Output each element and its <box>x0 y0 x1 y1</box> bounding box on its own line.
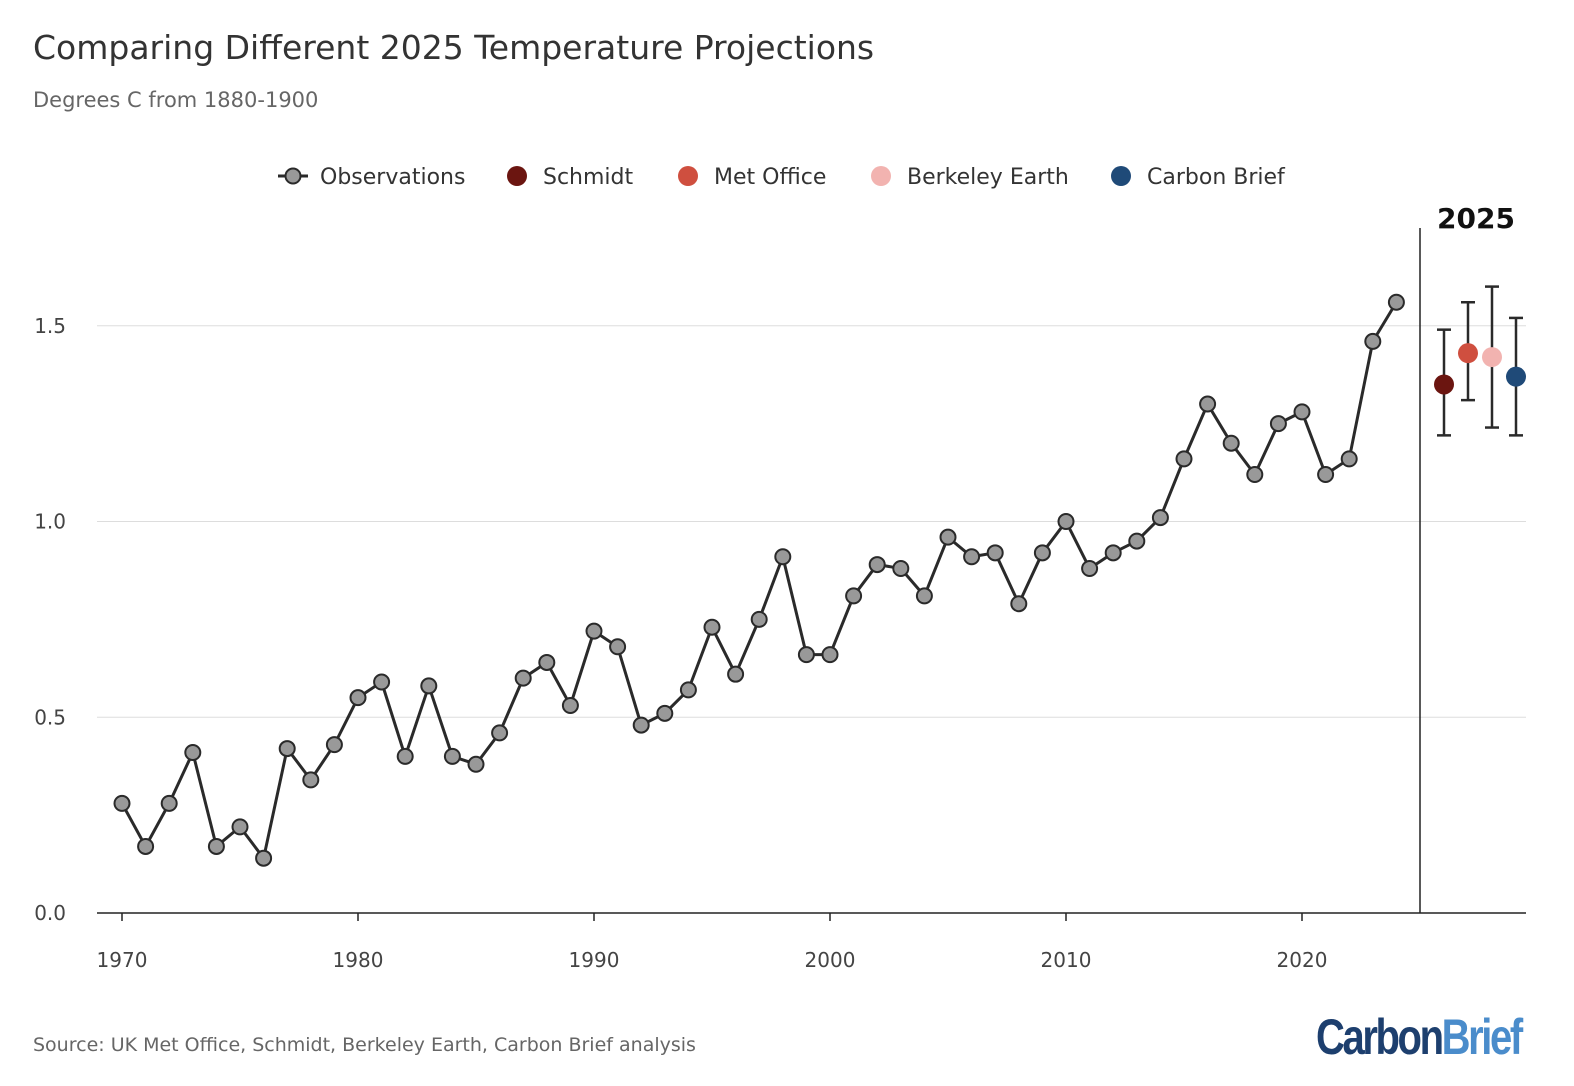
observation-point <box>1104 544 1122 562</box>
observation-point <box>467 755 485 773</box>
legend-met-office-label: Met Office <box>714 165 826 190</box>
observation-point <box>892 559 910 577</box>
observation-point <box>349 689 367 707</box>
observation-point <box>1246 466 1264 484</box>
observation-point <box>302 771 320 789</box>
observation-point <box>986 544 1004 562</box>
x-tick-label: 1990 <box>569 948 620 972</box>
legend-observations-marker <box>284 167 302 185</box>
observation-point <box>845 587 863 605</box>
observation-point <box>420 677 438 695</box>
observation-point <box>325 736 343 754</box>
legend-berkeley-earth-label: Berkeley Earth <box>907 165 1069 190</box>
observation-point <box>609 638 627 656</box>
legend-met-office-marker <box>678 166 698 186</box>
observation-point <box>1175 450 1193 468</box>
observation-point <box>1317 466 1335 484</box>
x-tick-label: 2010 <box>1041 948 1092 972</box>
observation-point <box>1364 332 1382 350</box>
observation-point <box>1081 559 1099 577</box>
x-tick-label: 1970 <box>97 948 148 972</box>
observation-point <box>231 818 249 836</box>
observation-point <box>750 610 768 628</box>
berkeley-earth-projection-point <box>1482 347 1502 368</box>
observation-point <box>561 697 579 715</box>
observation-point <box>1033 544 1051 562</box>
observation-point <box>1128 532 1146 550</box>
observation-point <box>774 548 792 566</box>
y-tick-label: 1.5 <box>34 314 66 338</box>
chart-title: Comparing Different 2025 Temperature Pro… <box>33 28 875 67</box>
observation-point <box>396 747 414 765</box>
observation-point <box>255 849 273 867</box>
observation-point <box>915 587 933 605</box>
observation-point <box>373 673 391 691</box>
y-tick-label: 0.0 <box>34 901 66 925</box>
legend-carbon-brief-marker <box>1111 166 1131 186</box>
observation-point <box>679 681 697 699</box>
observation-point <box>703 618 721 636</box>
observation-point <box>632 716 650 734</box>
observation-point <box>1010 595 1028 613</box>
observation-point <box>1057 513 1075 530</box>
observation-point <box>113 794 131 812</box>
observation-point <box>963 548 981 566</box>
observation-point <box>160 794 178 812</box>
observation-point <box>585 622 603 640</box>
x-tick-label: 2000 <box>805 948 856 972</box>
observation-point <box>207 837 225 855</box>
observation-point <box>1199 395 1217 413</box>
observation-point <box>797 646 815 664</box>
observation-point <box>1151 509 1169 527</box>
observation-point <box>514 669 532 687</box>
schmidt-projection-point <box>1434 374 1454 395</box>
legend-schmidt-label: Schmidt <box>543 165 634 190</box>
observation-point <box>443 747 461 765</box>
observation-point <box>184 743 202 761</box>
y-tick-label: 1.0 <box>34 510 66 534</box>
observation-point <box>278 740 296 758</box>
observation-point <box>1340 450 1358 468</box>
chart-subtitle: Degrees C from 1880-1900 <box>33 88 319 112</box>
observation-point <box>939 528 957 546</box>
observation-point <box>137 837 155 855</box>
projection-year-label: 2025 <box>1437 202 1515 235</box>
observation-point <box>727 665 745 683</box>
carbon-brief-projection-point <box>1506 366 1526 387</box>
source-note: Source: UK Met Office, Schmidt, Berkeley… <box>33 1034 696 1056</box>
observation-point <box>1293 403 1311 421</box>
observation-point <box>821 646 839 664</box>
observation-point <box>1222 434 1240 452</box>
legend-schmidt-marker <box>507 166 527 186</box>
y-tick-label: 0.5 <box>34 705 66 729</box>
met-office-projection-point <box>1458 343 1478 364</box>
observation-point <box>868 556 886 574</box>
carbon-brief-logo: CarbonBrief <box>1316 1009 1523 1065</box>
legend-observations-label: Observations <box>320 165 465 190</box>
x-tick-label: 1980 <box>333 948 384 972</box>
observation-point <box>491 724 509 742</box>
observation-point <box>1387 293 1405 311</box>
x-tick-label: 2020 <box>1277 948 1328 972</box>
observation-point <box>1269 415 1287 433</box>
legend-carbon-brief-label: Carbon Brief <box>1147 165 1286 190</box>
legend-berkeley-earth-marker <box>871 166 891 186</box>
observation-point <box>538 653 556 671</box>
observation-point <box>656 704 674 722</box>
